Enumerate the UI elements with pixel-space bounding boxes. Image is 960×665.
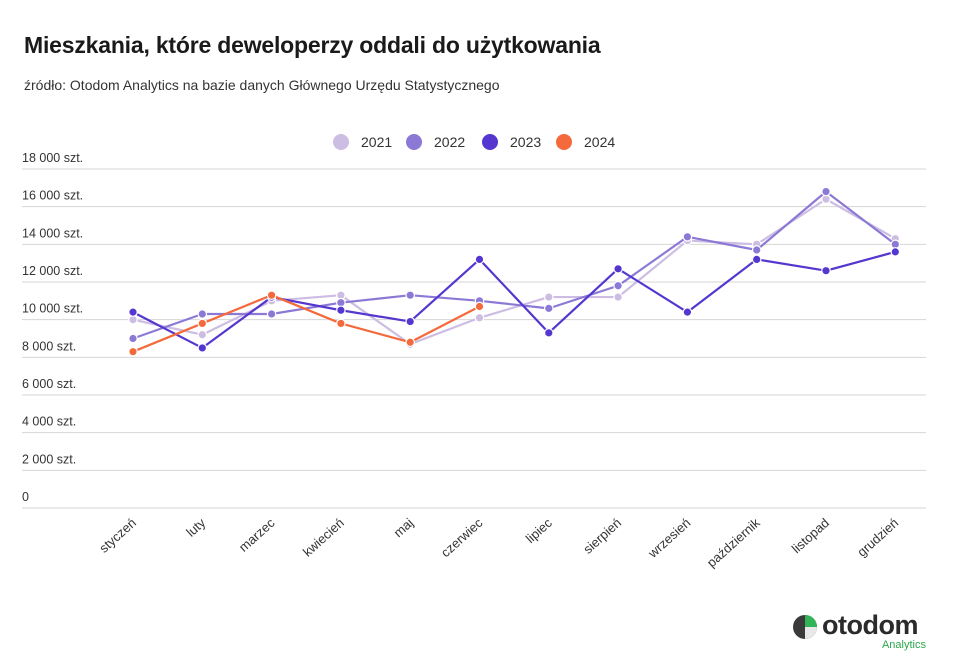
data-point-2022 <box>405 290 415 300</box>
data-point-2023 <box>751 254 762 265</box>
otodom-logo: otodom Analytics <box>792 610 932 651</box>
series-line-2023 <box>132 250 896 350</box>
data-point-2022 <box>266 309 277 319</box>
data-point-2023 <box>821 265 831 276</box>
legend-label-2021: 2021 <box>361 134 392 150</box>
data-point-2023 <box>682 307 693 317</box>
x-tick-label: czerwiec <box>438 515 486 560</box>
line-chart: 0 2 000 szt. 4 000 szt. 6 000 szt. 8 000 szt… <box>22 134 926 570</box>
y-tick-label: 14 000 szt. <box>22 226 83 240</box>
data-point-2024 <box>336 318 346 329</box>
y-tick-label: 18 000 szt. <box>22 151 83 165</box>
data-point-2021 <box>613 292 623 302</box>
data-point-2023 <box>543 328 554 338</box>
data-point-2023 <box>405 316 415 327</box>
data-point-2023 <box>613 264 623 274</box>
data-point-2023 <box>197 343 208 353</box>
logo-wordmark: otodom <box>822 610 918 640</box>
legend-marker-2024 <box>556 134 572 150</box>
y-tick-label: 6 000 szt. <box>22 377 76 391</box>
data-point-2022 <box>751 245 762 255</box>
data-point-2023 <box>474 254 485 265</box>
x-tick-label: styczeń <box>96 515 139 556</box>
data-point-2021 <box>197 329 208 340</box>
y-tick-label: 2 000 szt. <box>22 452 76 466</box>
x-tick-label: listopad <box>789 515 832 556</box>
y-tick-label: 0 <box>22 490 29 504</box>
y-tick-label: 10 000 szt. <box>22 302 83 316</box>
data-point-2024 <box>197 318 208 329</box>
x-tick-label: marzec <box>236 515 278 555</box>
chart-title: Mieszkania, które deweloperzy oddali do … <box>24 32 601 58</box>
data-point-2021 <box>543 292 554 302</box>
legend-marker-2021 <box>333 134 349 150</box>
x-tick-label: maj <box>391 515 417 540</box>
x-tick-label: kwiecień <box>300 515 347 560</box>
series-line-2022 <box>132 190 896 340</box>
chart-subtitle: źródło: Otodom Analytics na bazie danych… <box>24 77 500 93</box>
data-point-2023 <box>336 305 346 316</box>
series-line-2021 <box>132 198 896 346</box>
data-point-2024 <box>474 301 485 312</box>
x-tick-label: grudzień <box>854 515 901 560</box>
data-point-2022 <box>543 303 554 314</box>
data-point-2024 <box>405 337 415 348</box>
x-tick-label: sierpień <box>580 515 624 557</box>
y-tick-label: 4 000 szt. <box>22 415 76 429</box>
data-point-2024 <box>128 346 138 357</box>
x-tick-label: luty <box>183 515 208 540</box>
legend-marker-2022 <box>406 134 422 150</box>
x-tick-label: lipiec <box>523 515 555 546</box>
data-point-2022 <box>682 232 693 242</box>
data-point-2023 <box>890 247 901 257</box>
data-point-2022 <box>821 186 831 197</box>
logo-subtitle: Analytics <box>881 639 926 651</box>
data-point-2024 <box>266 290 277 300</box>
y-tick-label: 12 000 szt. <box>22 264 83 278</box>
data-point-2023 <box>128 307 138 317</box>
x-tick-label: październik <box>704 515 763 570</box>
otodom-logo-icon <box>793 615 817 639</box>
series-line-2024 <box>132 294 481 353</box>
data-point-2022 <box>197 309 208 319</box>
y-tick-label: 16 000 szt. <box>22 189 83 203</box>
data-point-2022 <box>128 333 138 344</box>
legend-label-2024: 2024 <box>584 134 615 150</box>
legend-label-2022: 2022 <box>434 134 465 150</box>
legend-marker-2023 <box>482 134 498 150</box>
legend-label-2023: 2023 <box>510 134 541 150</box>
y-tick-label: 8 000 szt. <box>22 339 76 353</box>
data-point-2021 <box>474 312 485 323</box>
data-point-2022 <box>613 280 623 291</box>
x-tick-label: wrzesień <box>645 515 694 561</box>
